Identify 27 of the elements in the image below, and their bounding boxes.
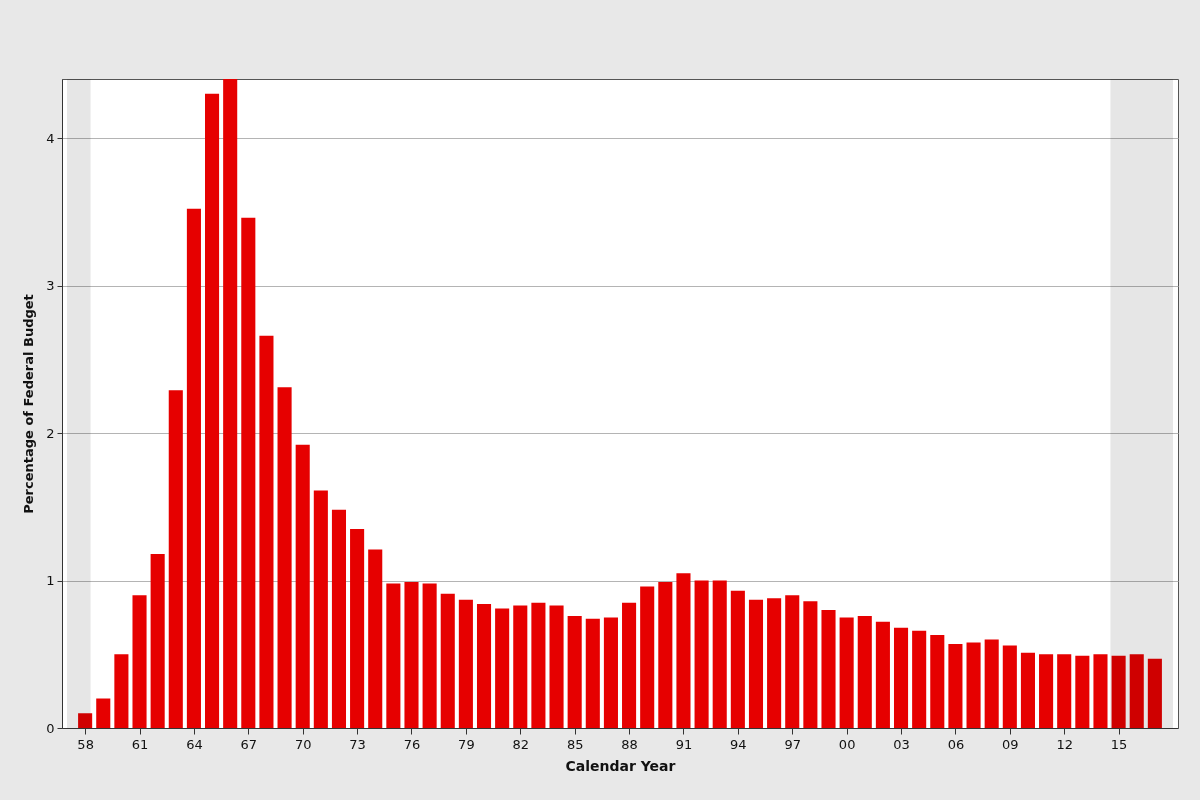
x-tick-label: 67: [240, 736, 258, 752]
y-tick-label: 0: [46, 720, 55, 736]
x-tick-label: 12: [1056, 736, 1073, 752]
y-tick-label: 1: [46, 573, 55, 588]
y-tick-label: 4: [46, 130, 55, 146]
x-tick-label: 00: [838, 736, 856, 752]
y-axis-title: Percentage of Federal Budget: [21, 294, 37, 514]
x-tick-label: 97: [784, 736, 802, 752]
x-tick-label: 82: [512, 736, 530, 752]
x-tick-label: 79: [458, 736, 475, 752]
x-tick-label: 94: [730, 736, 747, 752]
x-axis-title: Calendar Year: [565, 757, 676, 774]
x-tick-label: 70: [294, 736, 312, 752]
x-tick-label: 64: [186, 736, 203, 752]
x-tick-label: 73: [349, 736, 366, 752]
x-tick-label: 09: [1002, 736, 1019, 752]
y-tick-label: 3: [46, 278, 55, 293]
x-tick-label: 76: [403, 736, 421, 752]
x-tick-label: 85: [566, 736, 584, 752]
x-tick-label: 15: [1110, 736, 1128, 752]
x-tick-label: 03: [893, 736, 910, 752]
x-tick-label: 06: [947, 736, 965, 752]
y-tick-label: 2: [46, 425, 55, 441]
x-tick-label: 61: [131, 736, 149, 752]
x-tick-label: 91: [675, 736, 693, 752]
x-tick-label: 88: [621, 736, 638, 752]
x-tick-label: 58: [77, 736, 94, 752]
